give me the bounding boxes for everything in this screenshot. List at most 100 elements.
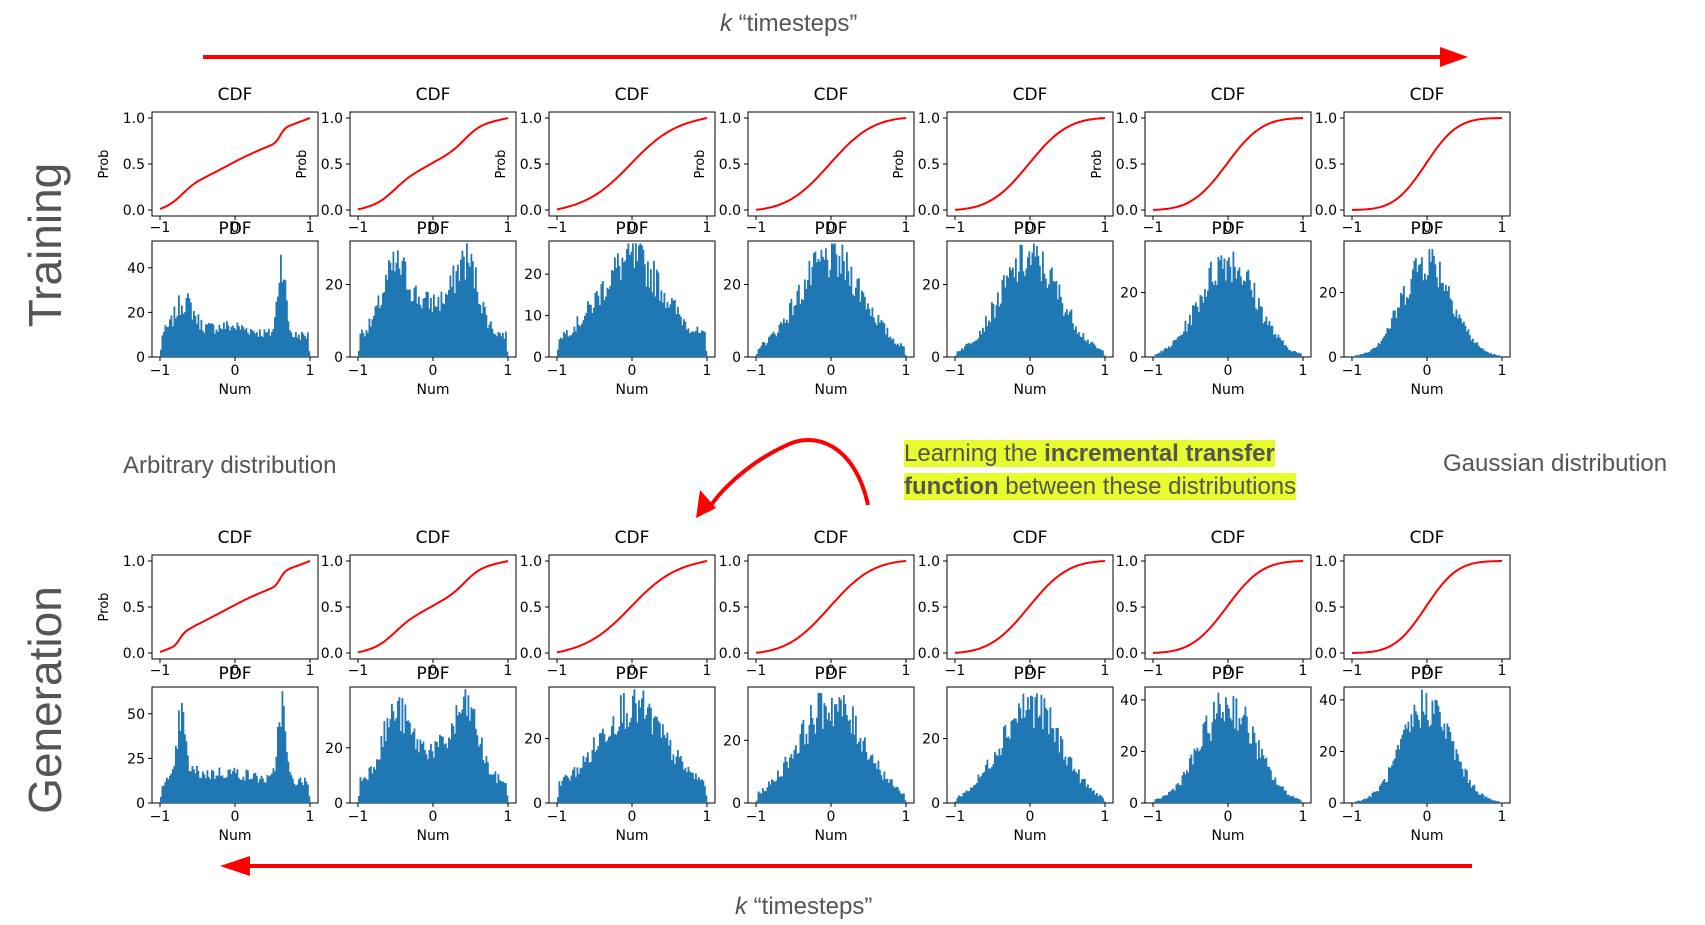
histogram-bar	[1096, 793, 1098, 803]
cdf-y-axis-label: Prob	[494, 150, 509, 179]
histogram-bar	[1010, 270, 1013, 357]
histogram-bar	[784, 756, 787, 803]
histogram-bar	[1370, 797, 1372, 803]
histogram-bar	[1454, 759, 1456, 803]
histogram-bar	[849, 285, 851, 357]
histogram-bar	[1211, 722, 1214, 803]
histogram-bar	[621, 257, 624, 357]
histogram-bar	[436, 742, 438, 803]
histogram-bar	[481, 313, 483, 357]
cdf-x-tick-label: 0	[1026, 220, 1035, 236]
histogram-bar	[662, 302, 664, 357]
histogram-bar	[1493, 354, 1495, 357]
histogram-bar	[190, 771, 192, 803]
histogram-bar	[594, 751, 597, 803]
forward-arrowhead	[1440, 47, 1468, 67]
histogram-bar	[397, 700, 399, 803]
histogram-bar	[500, 336, 503, 357]
histogram-bar	[1437, 705, 1440, 803]
histogram-bar	[666, 732, 669, 803]
histogram-bar	[245, 328, 248, 357]
histogram-bar	[458, 711, 461, 803]
histogram-bar	[442, 303, 444, 357]
histogram-bar	[591, 312, 594, 357]
histogram-bar	[196, 765, 198, 803]
histogram-bar	[894, 343, 896, 357]
histogram-bar	[460, 713, 462, 803]
histogram-bar	[789, 303, 791, 357]
histogram-bar	[292, 337, 294, 357]
histogram-bar	[376, 305, 378, 357]
histogram-bar	[1442, 283, 1444, 357]
histogram-bar	[868, 308, 871, 357]
histogram-bar	[439, 734, 441, 803]
histogram-bar	[880, 319, 883, 357]
histogram-bar	[690, 772, 693, 803]
histogram-bar	[1094, 345, 1097, 357]
histogram-bar	[1021, 245, 1023, 357]
histogram-bar	[1379, 785, 1381, 803]
histogram-bar	[1297, 353, 1299, 357]
histogram-bar	[636, 722, 639, 803]
histogram-bar	[897, 343, 899, 357]
histogram-bar	[1088, 788, 1091, 803]
histogram-bar	[406, 721, 408, 803]
histogram-bar	[1217, 692, 1220, 803]
histogram-bar	[485, 756, 488, 803]
histogram-bar	[506, 795, 509, 803]
histogram-bar	[986, 759, 989, 803]
histogram-bar	[1202, 302, 1205, 357]
histogram-bar	[904, 800, 907, 803]
histogram-bar	[259, 779, 261, 803]
histogram-bar	[1097, 796, 1100, 803]
histogram-bar	[1081, 337, 1083, 357]
histogram-bar	[379, 759, 381, 803]
histogram-bar	[1012, 267, 1014, 357]
histogram-bar	[841, 716, 844, 803]
histogram-bar	[961, 348, 963, 357]
histogram-bar	[811, 266, 814, 357]
histogram-bar	[1064, 756, 1067, 803]
histogram-bar	[1395, 318, 1398, 357]
histogram-bar	[167, 326, 170, 357]
histogram-bar	[660, 290, 663, 357]
histogram-bar	[215, 329, 218, 357]
histogram-bar	[983, 331, 986, 357]
histogram-bar	[451, 287, 453, 357]
histogram-bar	[1153, 356, 1155, 357]
histogram-bar	[1006, 275, 1008, 357]
cdf-y-tick-label: 0.0	[1116, 203, 1138, 219]
histogram-bar	[185, 741, 188, 803]
histogram-bar	[582, 320, 585, 357]
cdf-axes-frame	[1144, 111, 1312, 217]
histogram-bar	[1228, 257, 1230, 357]
histogram-bar	[1446, 291, 1449, 357]
histogram-bar	[413, 728, 416, 803]
histogram-bar	[1063, 315, 1065, 357]
cdf-y-axis-label: Prob	[295, 150, 310, 179]
cdf-x-tick-label: −1	[150, 663, 171, 679]
histogram-bar	[179, 314, 182, 357]
cdf-x-tick-label: −1	[746, 220, 767, 236]
histogram-bar	[367, 332, 369, 357]
histogram-bar	[1259, 306, 1262, 357]
histogram-bar	[181, 702, 183, 803]
histogram-bar	[1190, 754, 1193, 803]
histogram-bar	[1433, 255, 1435, 357]
histogram-bar	[980, 775, 983, 803]
histogram-bar	[560, 785, 562, 803]
curved-arrow	[706, 438, 870, 512]
histogram-bar	[218, 767, 221, 803]
histogram-bar	[1222, 268, 1224, 357]
histogram-bar	[633, 267, 636, 357]
histogram-bar	[982, 327, 984, 357]
histogram-bar	[1024, 275, 1026, 357]
histogram-bar	[901, 345, 904, 357]
histogram-bar	[632, 695, 634, 803]
cdf-y-tick-label: 1.0	[918, 111, 940, 127]
histogram-bar	[1049, 707, 1052, 803]
histogram-bar	[772, 780, 775, 803]
histogram-bar	[1261, 306, 1263, 357]
histogram-bar	[1361, 800, 1363, 803]
histogram-bar	[1003, 275, 1005, 357]
